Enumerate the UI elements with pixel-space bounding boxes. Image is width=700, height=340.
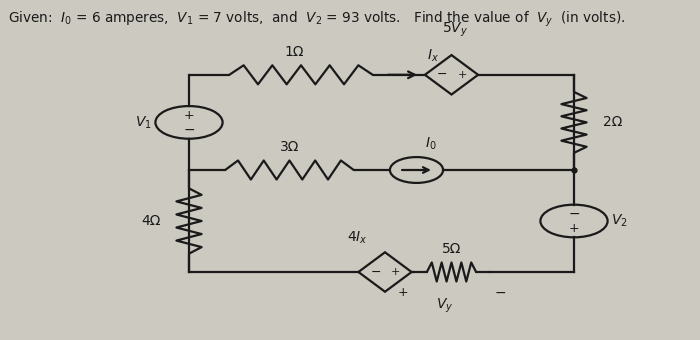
Text: $V_1$: $V_1$ [135, 114, 152, 131]
Text: $4I_x$: $4I_x$ [346, 230, 368, 246]
Text: Given:  $I_0$ = 6 amperes,  $V_1$ = 7 volts,  and  $V_2$ = 93 volts.   Find the : Given: $I_0$ = 6 amperes, $V_1$ = 7 volt… [8, 10, 626, 30]
Text: 3Ω: 3Ω [280, 140, 299, 154]
Text: 1Ω: 1Ω [284, 45, 304, 59]
Text: $V_2$: $V_2$ [611, 213, 628, 229]
Text: $5V_y$: $5V_y$ [442, 20, 468, 39]
Text: +: + [397, 286, 408, 299]
Text: −: − [370, 266, 381, 278]
Text: 2Ω: 2Ω [603, 115, 622, 130]
Text: 5Ω: 5Ω [442, 242, 461, 256]
Text: −: − [437, 68, 447, 81]
Text: +: + [391, 267, 400, 277]
Text: +: + [568, 222, 580, 235]
Text: $I_x$: $I_x$ [426, 48, 439, 64]
Text: +: + [183, 108, 195, 122]
Text: −: − [183, 123, 195, 137]
Text: +: + [458, 70, 467, 80]
Text: −: − [495, 285, 506, 300]
Text: 4Ω: 4Ω [141, 214, 160, 228]
Text: −: − [568, 207, 580, 221]
Text: $I_0$: $I_0$ [425, 135, 436, 152]
Text: $V_y$: $V_y$ [436, 297, 453, 315]
